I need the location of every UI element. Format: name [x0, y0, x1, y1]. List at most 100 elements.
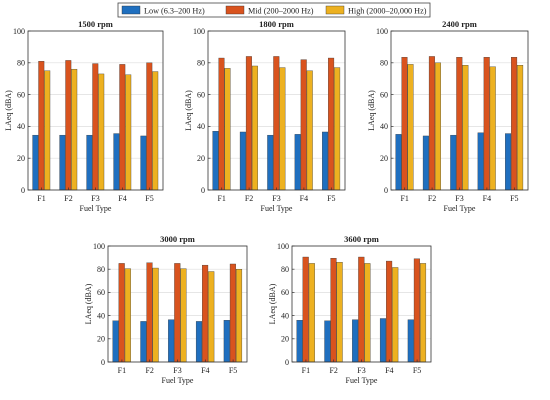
- panel-title: 3600 rpm: [344, 234, 379, 244]
- bar: [483, 57, 490, 191]
- x-tick-label: F2: [145, 366, 153, 375]
- x-tick-label: F3: [357, 366, 365, 375]
- bar: [308, 263, 315, 363]
- bar: [229, 263, 236, 363]
- x-tick-label: F4: [385, 366, 393, 375]
- bar: [59, 134, 66, 191]
- x-tick-label: F5: [510, 194, 518, 203]
- x-tick-label: F1: [302, 366, 310, 375]
- bar: [71, 68, 78, 191]
- bar: [251, 65, 258, 191]
- y-tick-label: 20: [197, 154, 205, 163]
- bar: [273, 56, 280, 191]
- bar: [352, 319, 359, 363]
- y-tick-label: 0: [21, 186, 25, 195]
- y-tick-label: 60: [281, 288, 289, 297]
- panel-title: 3000 rpm: [160, 234, 195, 244]
- bar: [208, 271, 215, 363]
- bar: [112, 320, 119, 363]
- bar: [224, 68, 231, 191]
- x-axis-label: Fuel Type: [346, 376, 378, 385]
- x-tick-label: F1: [217, 194, 225, 203]
- bar: [324, 320, 331, 363]
- bar: [92, 63, 99, 191]
- bar: [489, 66, 496, 191]
- bar: [364, 263, 371, 363]
- bar: [140, 321, 147, 363]
- bar: [146, 262, 153, 363]
- bar: [152, 71, 159, 191]
- legend-label: Low (6.3–200 Hz): [144, 7, 205, 16]
- chart-panel: 0 20 40 60 80 100 F1 F2 F3 F4 F5 3000 rpm Fuel Type L…: [84, 234, 248, 385]
- bar: [174, 263, 181, 363]
- bar: [296, 320, 303, 363]
- x-axis-label: Fuel Type: [80, 204, 112, 213]
- bar: [65, 60, 72, 191]
- bar: [477, 132, 484, 191]
- x-tick-label: F3: [272, 194, 280, 203]
- chart-panel: 0 20 40 60 80 100 F1 F2 F3 F4 F5 2400 rpm Fuel Type L…: [367, 19, 529, 213]
- bar: [358, 256, 365, 363]
- bar: [140, 135, 147, 191]
- x-tick-label: F4: [483, 194, 491, 203]
- bar: [279, 67, 286, 191]
- y-tick-label: 40: [197, 122, 205, 131]
- y-tick-label: 60: [17, 90, 25, 99]
- bar: [235, 269, 243, 363]
- y-tick-label: 20: [97, 335, 105, 344]
- panel-title: 1800 rpm: [259, 19, 294, 29]
- x-axis-label: Fuel Type: [444, 204, 476, 213]
- legend-swatch: [225, 5, 245, 15]
- y-tick-label: 40: [17, 122, 25, 131]
- chart-panel: 0 20 40 60 80 100 F1 F2 F3 F4 F5 3600 rpm Fuel Type L…: [268, 234, 432, 385]
- bar: [302, 256, 309, 363]
- bar: [223, 320, 230, 363]
- y-tick-label: 100: [13, 27, 25, 36]
- x-tick-label: F3: [91, 194, 99, 203]
- x-tick-label: F4: [118, 194, 126, 203]
- y-tick-label: 20: [281, 335, 289, 344]
- bar: [413, 258, 420, 363]
- x-axis-label: Fuel Type: [162, 376, 194, 385]
- bar: [422, 135, 429, 191]
- x-tick-label: F2: [245, 194, 253, 203]
- x-tick-label: F1: [118, 366, 126, 375]
- x-tick-label: F2: [428, 194, 436, 203]
- legend-box: [117, 2, 431, 18]
- x-tick-label: F3: [173, 366, 181, 375]
- bar: [168, 319, 175, 363]
- bar: [267, 134, 274, 191]
- bar: [401, 57, 408, 191]
- legend-label: Mid (200–2000 Hz): [248, 7, 314, 16]
- y-tick-label: 60: [97, 288, 105, 297]
- bar: [395, 134, 402, 191]
- legend-label: High (2000–20,000 Hz): [348, 7, 427, 16]
- x-tick-label: F4: [201, 366, 209, 375]
- bar: [434, 62, 441, 191]
- y-tick-label: 20: [380, 154, 388, 163]
- chart-panels: 0 20 40 60 80 100 F1 F2 F3 F4 F5 1500 rpm Fuel Type L…: [4, 19, 529, 385]
- bar: [300, 59, 307, 191]
- x-axis-label: Fuel Type: [261, 204, 293, 213]
- bar: [98, 73, 105, 191]
- y-tick-label: 80: [281, 265, 289, 274]
- y-tick-label: 0: [384, 186, 388, 195]
- bar: [462, 65, 469, 191]
- bar: [386, 260, 393, 363]
- bar: [428, 56, 435, 191]
- bar: [32, 134, 39, 191]
- y-tick-label: 60: [197, 90, 205, 99]
- legend: Low (6.3–200 Hz) Mid (200–2000 Hz) High (2…: [117, 2, 431, 18]
- y-tick-label: 80: [380, 59, 388, 68]
- bar: [202, 264, 209, 363]
- bar: [180, 268, 187, 363]
- bar: [38, 61, 45, 191]
- bar: [245, 56, 252, 191]
- x-tick-label: F5: [229, 366, 237, 375]
- x-tick-label: F1: [400, 194, 408, 203]
- bar: [195, 321, 203, 363]
- bar: [212, 130, 219, 191]
- y-tick-label: 0: [201, 186, 205, 195]
- y-tick-label: 100: [376, 27, 388, 36]
